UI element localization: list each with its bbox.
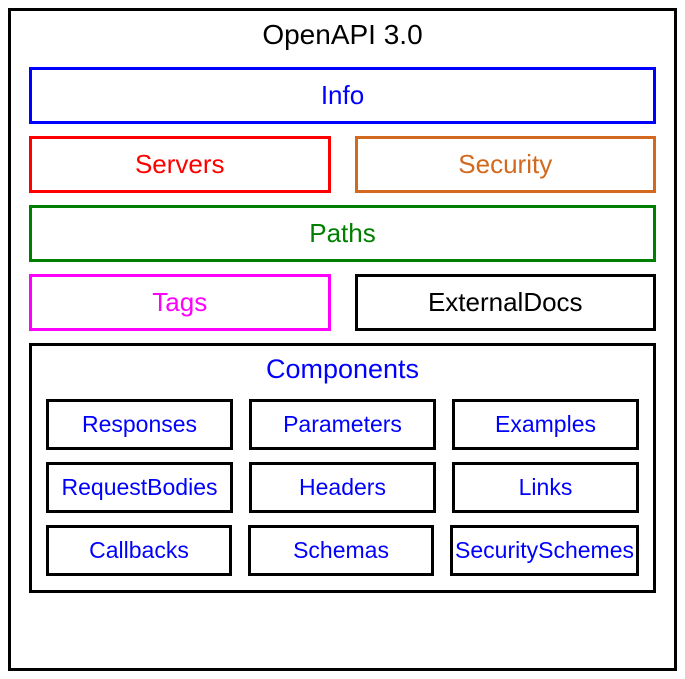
tags-externaldocs-row: Tags ExternalDocs xyxy=(29,274,656,331)
security-label: Security xyxy=(458,149,552,180)
callbacks-box: Callbacks xyxy=(46,525,232,576)
servers-security-row: Servers Security xyxy=(29,136,656,193)
servers-box: Servers xyxy=(29,136,331,193)
securityschemes-label: SecuritySchemes xyxy=(455,537,634,564)
tags-box: Tags xyxy=(29,274,331,331)
parameters-box: Parameters xyxy=(249,399,436,450)
components-row-1: Responses Parameters Examples xyxy=(46,399,639,450)
headers-label: Headers xyxy=(299,474,386,501)
requestbodies-box: RequestBodies xyxy=(46,462,233,513)
schemas-box: Schemas xyxy=(248,525,434,576)
links-box: Links xyxy=(452,462,639,513)
diagram-container: OpenAPI 3.0 Info Servers Security Paths … xyxy=(8,8,677,671)
schemas-label: Schemas xyxy=(293,537,389,564)
securityschemes-box: SecuritySchemes xyxy=(450,525,639,576)
examples-label: Examples xyxy=(495,411,596,438)
requestbodies-label: RequestBodies xyxy=(62,474,218,501)
components-row-3: Callbacks Schemas SecuritySchemes xyxy=(46,525,639,576)
responses-label: Responses xyxy=(82,411,197,438)
callbacks-label: Callbacks xyxy=(89,537,189,564)
components-row-2: RequestBodies Headers Links xyxy=(46,462,639,513)
components-container: Components Responses Parameters Examples… xyxy=(29,343,656,593)
security-box: Security xyxy=(355,136,657,193)
externaldocs-label: ExternalDocs xyxy=(428,287,583,318)
examples-box: Examples xyxy=(452,399,639,450)
tags-label: Tags xyxy=(152,287,207,318)
links-label: Links xyxy=(519,474,573,501)
headers-box: Headers xyxy=(249,462,436,513)
servers-label: Servers xyxy=(135,149,225,180)
paths-box: Paths xyxy=(29,205,656,262)
responses-box: Responses xyxy=(46,399,233,450)
components-title: Components xyxy=(46,352,639,387)
info-box: Info xyxy=(29,67,656,124)
paths-label: Paths xyxy=(309,218,376,249)
parameters-label: Parameters xyxy=(283,411,402,438)
externaldocs-box: ExternalDocs xyxy=(355,274,657,331)
diagram-title: OpenAPI 3.0 xyxy=(29,17,656,55)
info-label: Info xyxy=(321,80,364,111)
